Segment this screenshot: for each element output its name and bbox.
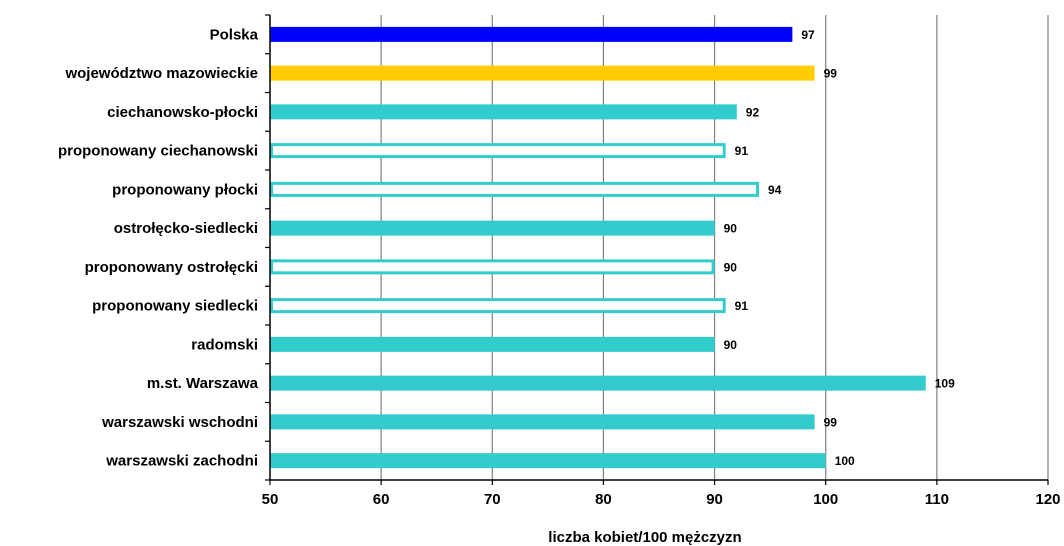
gridlines (380, 15, 1049, 480)
bar (270, 375, 926, 391)
category-label: ciechanowsko-płocki (107, 104, 258, 121)
category-label: m.st. Warszawa (147, 375, 259, 392)
axes (265, 14, 1049, 485)
bar (270, 220, 715, 236)
x-tick-label: 70 (484, 491, 501, 508)
bar (270, 181, 760, 197)
category-labels: Polska województwo mazowieckie ciechanowsk… (58, 26, 259, 469)
data-label: 100 (835, 454, 855, 468)
bar (270, 453, 826, 469)
bar (270, 104, 737, 120)
data-label: 90 (724, 260, 738, 274)
x-tick-label: 90 (706, 491, 723, 508)
x-tick-label: 110 (925, 491, 949, 508)
data-label: 91 (735, 299, 749, 313)
bar (270, 298, 726, 314)
bar (270, 26, 793, 42)
data-label: 90 (724, 338, 738, 352)
x-tick-label: 60 (373, 491, 390, 508)
category-label: warszawski zachodni (105, 453, 258, 470)
category-label: radomski (191, 336, 258, 353)
x-tick-labels: 50 60 70 80 90 100 110 120 (262, 491, 1061, 508)
category-label: województwo mazowieckie (64, 65, 258, 82)
x-tick-label: 80 (595, 491, 612, 508)
category-label: Polska (210, 26, 259, 43)
bar (270, 143, 726, 159)
data-label: 94 (768, 183, 782, 197)
bar (270, 336, 715, 352)
x-tick-label: 100 (813, 491, 838, 508)
data-label: 90 (724, 222, 738, 236)
data-label: 91 (735, 144, 749, 158)
category-label: warszawski wschodni (101, 414, 258, 431)
category-label: ostrołęcko-siedlecki (114, 220, 258, 237)
bar (270, 65, 815, 81)
data-labels: 97 99 92 91 94 90 90 91 90 109 99 100 (724, 28, 956, 468)
x-tick-label: 50 (262, 491, 279, 508)
x-axis-title: liczba kobiet/100 mężczyzn (548, 529, 741, 546)
data-label: 97 (801, 28, 815, 42)
bar (270, 259, 715, 275)
bars (270, 26, 926, 469)
data-label: 109 (935, 377, 955, 391)
data-label: 99 (824, 67, 838, 81)
data-label: 92 (746, 105, 760, 119)
category-label: proponowany siedlecki (92, 298, 258, 315)
category-label: proponowany płocki (112, 181, 258, 198)
data-label: 99 (824, 415, 838, 429)
category-label: proponowany ostrołęcki (85, 259, 258, 276)
bar (270, 414, 815, 430)
x-tick-label: 120 (1035, 491, 1060, 508)
category-label: proponowany ciechanowski (58, 143, 258, 160)
